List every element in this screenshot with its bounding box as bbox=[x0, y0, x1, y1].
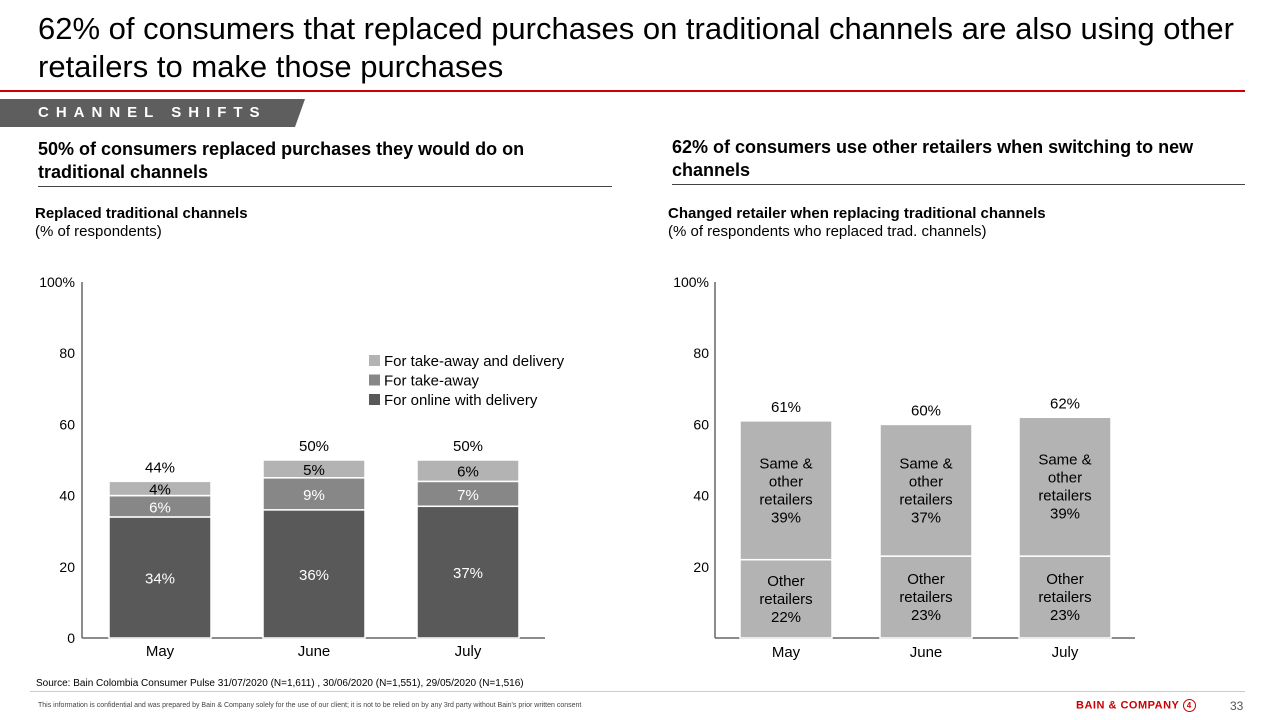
data-label: retailers bbox=[1038, 488, 1091, 505]
x-tick-label: June bbox=[298, 643, 331, 660]
bar-segment bbox=[879, 555, 973, 639]
right-heading: 62% of consumers use other retailers whe… bbox=[672, 136, 1245, 185]
x-tick-label: May bbox=[146, 643, 175, 660]
total-label: 60% bbox=[911, 402, 941, 419]
data-label: 39% bbox=[771, 509, 801, 526]
data-label: Other bbox=[767, 573, 805, 590]
bar-segment bbox=[879, 423, 973, 557]
data-label: 23% bbox=[1050, 607, 1080, 624]
data-label: 36% bbox=[299, 567, 329, 584]
bar-segment bbox=[416, 480, 520, 508]
right-chart-subtitle: (% of respondents who replaced trad. cha… bbox=[668, 223, 987, 240]
total-label: 50% bbox=[453, 438, 483, 455]
legend-swatch bbox=[369, 394, 380, 405]
data-label: Other bbox=[1046, 571, 1084, 588]
source-note: Source: Bain Colombia Consumer Pulse 31/… bbox=[36, 678, 524, 689]
bar-segment bbox=[108, 516, 212, 639]
legend-label: For online with delivery bbox=[384, 392, 538, 409]
data-label: 9% bbox=[303, 487, 325, 504]
y-tick-label: 20 bbox=[693, 559, 709, 575]
y-tick-label: 80 bbox=[59, 345, 75, 361]
data-label: 39% bbox=[1050, 506, 1080, 523]
data-label: Same & bbox=[899, 455, 952, 472]
data-label: 37% bbox=[911, 509, 941, 526]
y-tick-label: 0 bbox=[67, 630, 75, 646]
data-label: retailers bbox=[899, 491, 952, 508]
y-tick-label: 80 bbox=[693, 345, 709, 361]
bar-segment bbox=[262, 459, 366, 479]
y-tick-label: 100% bbox=[673, 274, 709, 290]
data-label: 6% bbox=[457, 464, 479, 481]
data-label: 6% bbox=[149, 499, 171, 516]
data-label: other bbox=[1048, 470, 1082, 487]
left-chart-title-block: Replaced traditional channels (% of resp… bbox=[35, 205, 248, 241]
data-label: 5% bbox=[303, 462, 325, 479]
bar-segment bbox=[1018, 416, 1112, 557]
total-label: 50% bbox=[299, 438, 329, 455]
data-label: 4% bbox=[149, 481, 171, 498]
right-chart-title-block: Changed retailer when replacing traditio… bbox=[668, 205, 1046, 241]
legend-label: For take-away and delivery bbox=[384, 353, 565, 370]
y-tick-label: 40 bbox=[59, 488, 75, 504]
bar-segment bbox=[739, 420, 833, 561]
data-label: retailers bbox=[899, 589, 952, 606]
right-chart-title: Changed retailer when replacing traditio… bbox=[668, 205, 1046, 222]
legend-swatch bbox=[369, 374, 380, 386]
data-label: 37% bbox=[453, 565, 483, 582]
bain-logo: BAIN & COMPANY 4 bbox=[1076, 699, 1196, 712]
y-tick-label: 60 bbox=[693, 416, 709, 432]
bar-segment bbox=[1018, 555, 1112, 639]
data-label: Same & bbox=[759, 455, 812, 472]
bar-segment bbox=[262, 509, 366, 639]
y-tick-label: 40 bbox=[693, 488, 709, 504]
data-label: retailers bbox=[1038, 589, 1091, 606]
data-label: other bbox=[769, 473, 803, 490]
left-chart-subtitle: (% of respondents) bbox=[35, 223, 162, 240]
legend-swatch bbox=[369, 355, 380, 366]
x-tick-label: July bbox=[1052, 644, 1079, 661]
data-label: Same & bbox=[1038, 452, 1091, 469]
x-tick-label: May bbox=[772, 644, 801, 661]
section-banner: CHANNEL SHIFTS bbox=[0, 99, 305, 127]
data-label: 23% bbox=[911, 607, 941, 624]
data-label: other bbox=[909, 473, 943, 490]
y-tick-label: 100% bbox=[39, 274, 75, 290]
y-tick-label: 60 bbox=[59, 416, 75, 432]
bar-segment bbox=[416, 505, 520, 639]
data-label: 7% bbox=[457, 487, 479, 504]
data-label: retailers bbox=[759, 591, 812, 608]
data-label: retailers bbox=[759, 491, 812, 508]
page-number: 33 bbox=[1230, 699, 1244, 713]
bar-segment bbox=[739, 558, 833, 639]
data-label: 34% bbox=[145, 570, 175, 587]
logo-circle-icon: 4 bbox=[1182, 699, 1196, 712]
confidentiality-note: This information is confidential and was… bbox=[38, 702, 582, 709]
footer-divider bbox=[30, 691, 1245, 692]
title-divider bbox=[0, 90, 1245, 92]
legend-label: For take-away bbox=[384, 373, 480, 390]
x-tick-label: June bbox=[910, 644, 943, 661]
left-heading: 50% of consumers replaced purchases they… bbox=[38, 138, 612, 187]
x-tick-label: July bbox=[455, 643, 482, 660]
total-label: 61% bbox=[771, 399, 801, 416]
left-chart-title: Replaced traditional channels bbox=[35, 205, 248, 222]
bar-segment bbox=[108, 480, 212, 497]
bar-segment bbox=[262, 477, 366, 511]
total-label: 62% bbox=[1050, 395, 1080, 412]
banner-label: CHANNEL SHIFTS bbox=[38, 104, 267, 121]
total-label: 44% bbox=[145, 459, 175, 476]
data-label: Other bbox=[907, 571, 945, 588]
y-tick-label: 20 bbox=[59, 559, 75, 575]
bar-segment bbox=[416, 459, 520, 483]
slide-title: 62% of consumers that replaced purchases… bbox=[38, 11, 1234, 84]
data-label: 22% bbox=[771, 609, 801, 626]
